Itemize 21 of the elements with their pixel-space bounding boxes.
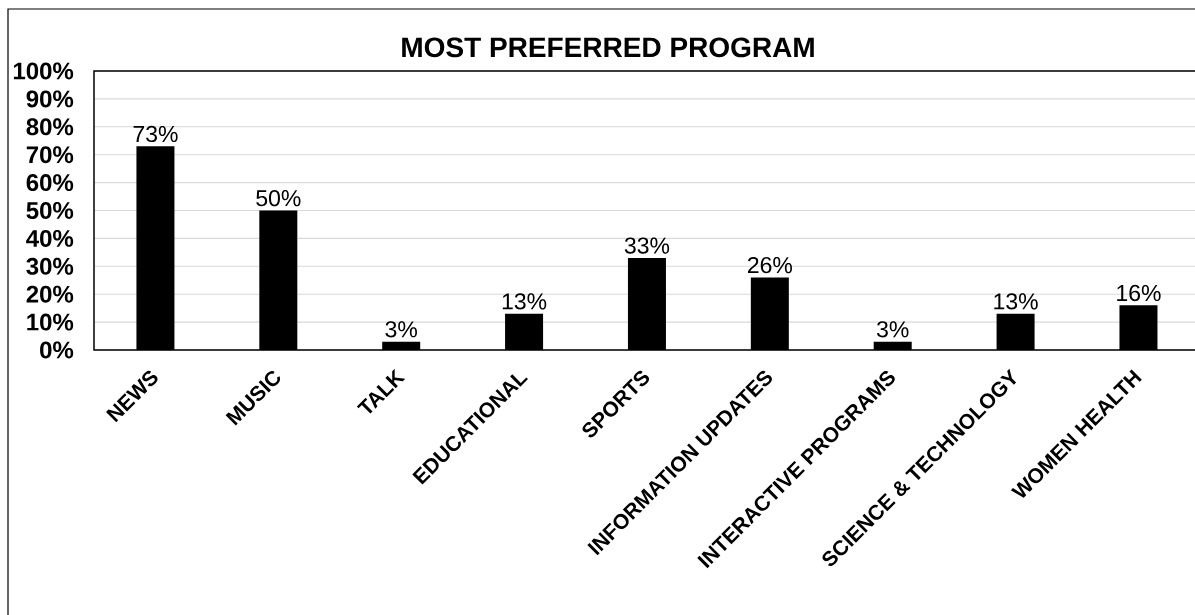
y-tick-label: 10% xyxy=(27,313,74,331)
y-tick-label: 60% xyxy=(26,174,74,192)
data-label: 33% xyxy=(624,237,670,254)
data-label: 50% xyxy=(256,190,301,207)
y-tick-label: 40% xyxy=(26,229,74,247)
data-label: 3% xyxy=(385,321,417,338)
data-label: 26% xyxy=(747,256,793,274)
chart-title: MOST PREFERRED PROGRAM xyxy=(402,37,814,58)
y-tick-label: 70% xyxy=(26,146,74,164)
y-tick-label: 0% xyxy=(40,341,74,359)
data-label: 3% xyxy=(876,321,909,338)
data-label: 16% xyxy=(1117,284,1161,302)
y-tick-label: 80% xyxy=(26,118,74,136)
data-label: 13% xyxy=(502,293,547,310)
y-tick-label: 50% xyxy=(26,201,74,219)
y-tick-label: 100% xyxy=(13,62,74,80)
y-tick-label: 90% xyxy=(26,90,74,108)
y-tick-label: 30% xyxy=(26,257,74,275)
y-tick-label: 20% xyxy=(26,285,74,303)
data-label: 73% xyxy=(133,125,178,143)
data-label: 13% xyxy=(994,293,1038,310)
